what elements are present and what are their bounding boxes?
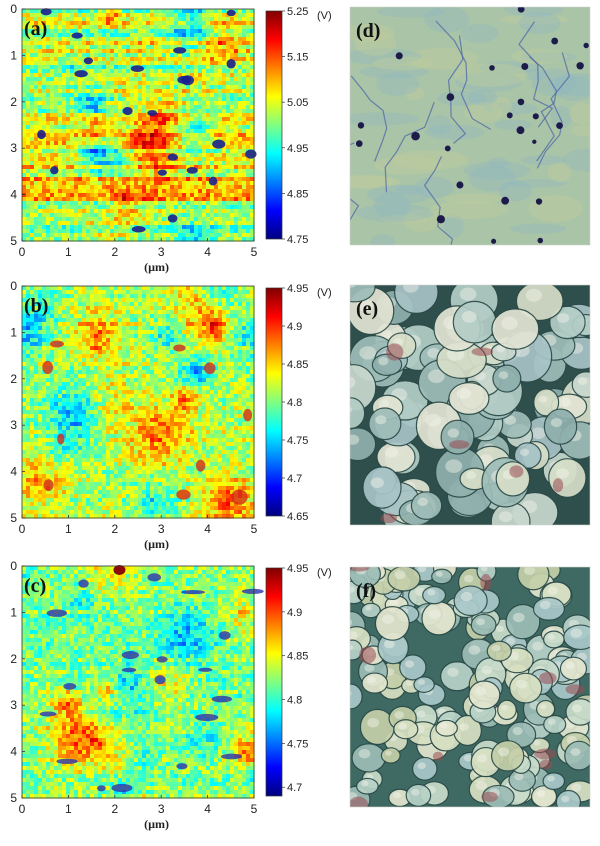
y-tick-label: 3: [10, 141, 17, 155]
x-axis-label: (µm): [144, 260, 169, 274]
panel-label-f: (f): [356, 580, 376, 602]
topography-image-e: [350, 285, 590, 525]
y-tick-label: 3: [10, 698, 17, 712]
y-tick-label: 0: [10, 279, 17, 293]
colorbar-a: [265, 10, 283, 240]
x-tick-label: 0: [19, 245, 26, 259]
x-tick-label: 2: [111, 245, 118, 259]
colorbar-tick-label: 4.7: [287, 782, 302, 794]
colorbar-tick-label: 4.8: [287, 397, 302, 409]
y-tick-label: 4: [10, 188, 17, 202]
y-tick-label: 1: [10, 605, 17, 619]
panel-label-d: (d): [356, 20, 380, 42]
y-tick-label: 5: [10, 511, 17, 525]
colorbar-c: [265, 567, 283, 797]
x-tick-label: 5: [251, 802, 258, 816]
colorbar-tick-label: 4.9: [287, 607, 302, 619]
x-tick-label: 1: [65, 802, 72, 816]
colorbar-tick-label: 4.75: [287, 435, 308, 447]
panel-label-a: (a): [24, 18, 47, 40]
x-tick-label: 5: [251, 245, 258, 259]
y-tick-label: 1: [10, 325, 17, 339]
heatmap-a: [22, 8, 257, 242]
colorbar-tick-label: 5.05: [287, 97, 308, 109]
panel-label-c: (c): [24, 575, 46, 597]
colorbar-tick-label: 5.15: [287, 52, 308, 64]
plot-frame: [21, 8, 255, 242]
panel-label-b: (b): [24, 295, 48, 317]
x-tick-label: 1: [65, 245, 72, 259]
x-tick-label: 3: [158, 802, 165, 816]
y-tick-label: 5: [10, 234, 17, 248]
y-tick-label: 2: [10, 652, 17, 666]
x-tick-label: 4: [204, 522, 211, 536]
x-tick-label: 3: [158, 245, 165, 259]
colorbar-tick-label: 4.75: [287, 738, 308, 750]
topography-image-d: [350, 7, 590, 245]
colorbar-unit: (V): [317, 10, 332, 22]
colorbar-tick-label: 4.95: [287, 283, 308, 295]
heatmap-c: [22, 565, 264, 799]
x-axis-label: (µm): [144, 537, 169, 551]
x-tick-label: 2: [111, 802, 118, 816]
colorbar-tick-label: 4.95: [287, 143, 308, 155]
y-tick-label: 0: [10, 559, 17, 573]
colorbar-tick-label: 4.8: [287, 695, 302, 707]
plot-frame: [21, 285, 255, 519]
x-tick-label: 0: [19, 522, 26, 536]
x-tick-label: 1: [65, 522, 72, 536]
colorbar-tick-label: 5.25: [287, 6, 308, 18]
colorbar-b: [265, 287, 283, 517]
colorbar-tick-label: 4.7: [287, 473, 302, 485]
y-tick-label: 2: [10, 372, 17, 386]
x-tick-label: 0: [19, 802, 26, 816]
heatmap-b: [22, 286, 255, 519]
y-tick-label: 4: [10, 465, 17, 479]
y-tick-label: 1: [10, 48, 17, 62]
x-tick-label: 3: [158, 522, 165, 536]
colorbar-unit: (V): [317, 567, 332, 579]
colorbar-tick-label: 4.9: [287, 321, 302, 333]
colorbar-tick-label: 4.95: [287, 563, 308, 575]
y-tick-label: 4: [10, 745, 17, 759]
x-tick-label: 5: [251, 522, 258, 536]
x-axis-label: (µm): [144, 817, 169, 831]
x-tick-label: 4: [204, 245, 211, 259]
colorbar-tick-label: 4.75: [287, 234, 308, 246]
colorbar-tick-label: 4.85: [287, 651, 308, 663]
panel-label-e: (e): [356, 298, 378, 320]
colorbar-tick-label: 4.85: [287, 359, 308, 371]
y-tick-label: 0: [10, 2, 17, 16]
y-tick-label: 3: [10, 418, 17, 432]
x-tick-label: 4: [204, 802, 211, 816]
plot-frame: [21, 565, 255, 799]
y-tick-label: 5: [10, 791, 17, 805]
colorbar-tick-label: 4.65: [287, 511, 308, 523]
y-tick-label: 2: [10, 95, 17, 109]
colorbar-unit: (V): [317, 287, 332, 299]
x-tick-label: 2: [111, 522, 118, 536]
colorbar-tick-label: 4.85: [287, 188, 308, 200]
topography-image-f: [350, 567, 590, 807]
